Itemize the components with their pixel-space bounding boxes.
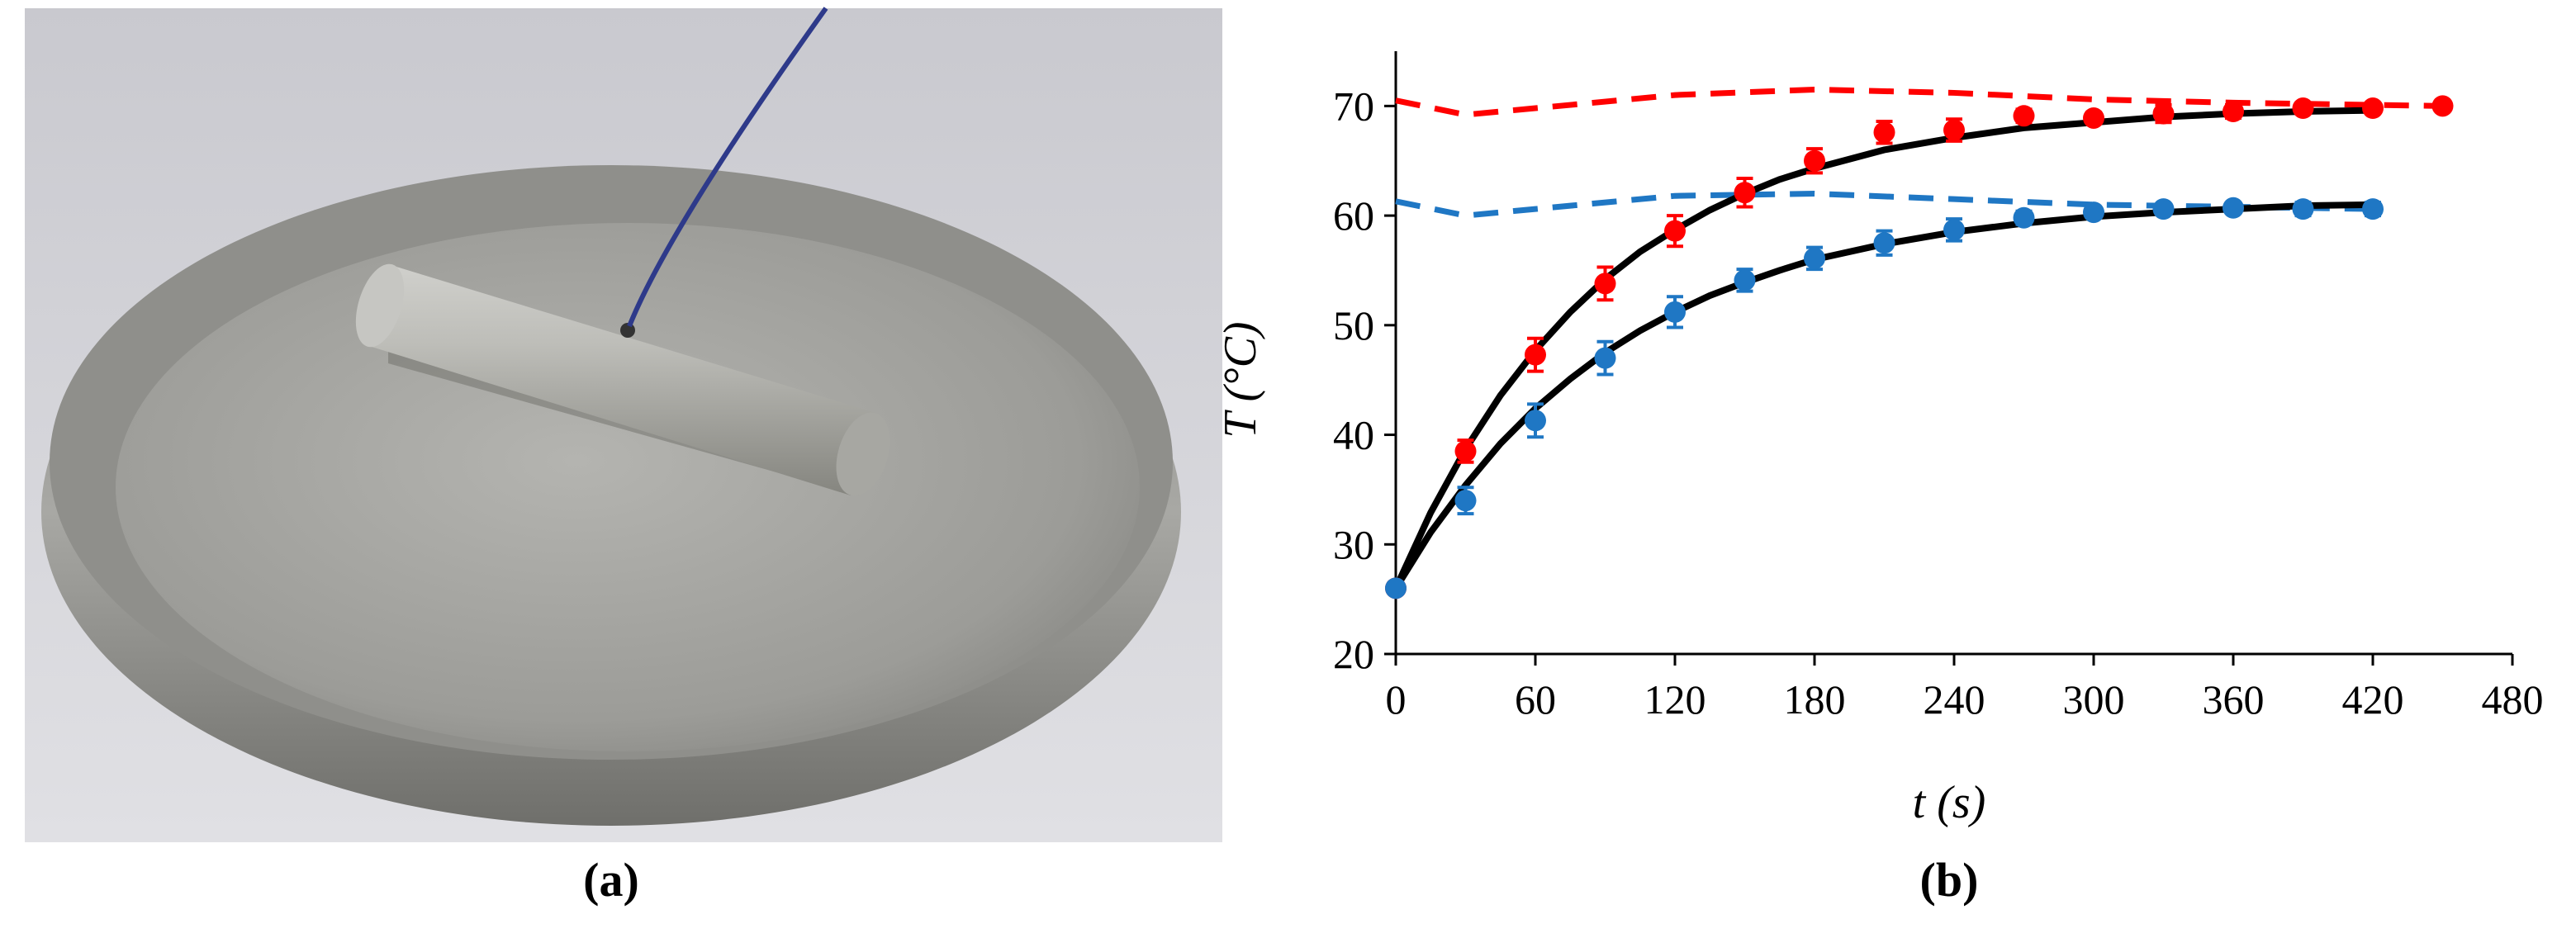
data-point <box>1943 219 1965 241</box>
data-point <box>1734 182 1756 204</box>
y-axis-title: T (°C) <box>1215 321 1266 438</box>
data-point <box>1525 344 1546 366</box>
data-point <box>1943 119 1965 141</box>
fit-line <box>1392 201 2374 590</box>
dashed-line <box>1395 86 2443 118</box>
cylinder-end <box>355 263 405 348</box>
data-point <box>2362 97 2384 120</box>
data-point <box>2223 101 2244 122</box>
x-tick-label: 60 <box>1515 676 1556 723</box>
x-tick-label: 480 <box>2482 676 2544 723</box>
data-point <box>1734 269 1756 291</box>
x-tick-label: 180 <box>1784 676 1846 723</box>
y-tick-label: 40 <box>1333 412 1374 458</box>
photo <box>25 7 1222 842</box>
data-point <box>2152 102 2175 125</box>
x-tick-label: 120 <box>1644 676 1706 723</box>
dish-floor <box>116 223 1140 751</box>
y-tick-label: 30 <box>1333 521 1374 567</box>
data-point <box>1525 410 1546 432</box>
data-point <box>1385 577 1407 599</box>
data-point <box>2362 198 2384 220</box>
dashed-line <box>1395 191 2374 219</box>
panel-label: (b) <box>1920 853 1979 907</box>
data-point <box>2152 198 2175 220</box>
x-tick-label: 360 <box>2203 676 2265 723</box>
data-point <box>1664 220 1686 242</box>
cylinder-end <box>836 412 890 496</box>
data-point <box>1454 440 1477 462</box>
y-tick-label: 20 <box>1333 631 1374 677</box>
x-tick-label: 0 <box>1386 676 1407 723</box>
data-point <box>1594 272 1616 295</box>
data-point <box>2223 197 2244 219</box>
data-point <box>2083 107 2104 129</box>
x-tick-label: 300 <box>2063 676 2125 723</box>
x-tick-label: 420 <box>2342 676 2404 723</box>
y-tick-label: 70 <box>1333 83 1374 129</box>
data-point <box>1454 490 1477 512</box>
data-point <box>1873 121 1895 144</box>
data-point <box>1804 247 1825 269</box>
data-point <box>1804 149 1825 172</box>
x-tick-label: 240 <box>1924 676 1985 723</box>
y-tick-label: 60 <box>1333 192 1374 239</box>
data-point <box>2013 206 2035 229</box>
data-point <box>1594 347 1616 369</box>
data-point <box>2083 201 2104 224</box>
data-point <box>2292 97 2314 120</box>
wire <box>627 7 828 328</box>
panel-label: (a) <box>583 853 639 907</box>
data-point <box>1873 232 1895 254</box>
x-axis-title: t (s) <box>1913 777 1986 828</box>
data-point <box>2292 198 2314 220</box>
data-point <box>2013 105 2035 127</box>
cylinder-body <box>372 264 875 495</box>
data-point <box>2431 95 2454 117</box>
y-tick-label: 50 <box>1333 302 1374 348</box>
data-point <box>1664 301 1686 323</box>
